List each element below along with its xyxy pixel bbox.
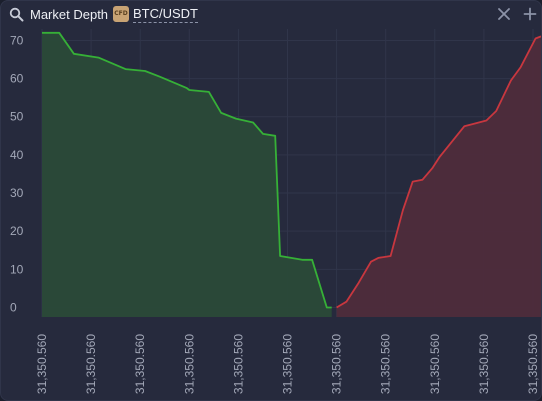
bids-area: [42, 32, 332, 318]
y-tick-label: 60: [10, 72, 24, 86]
x-tick-label: 31,350.560: [428, 334, 442, 394]
x-tick-label: 31,350.560: [526, 334, 540, 394]
chart-areas: [42, 31, 541, 318]
x-tick-label: 31,350.560: [231, 334, 245, 394]
y-tick-label: 10: [10, 262, 24, 276]
panel-header: Market Depth CFD BTC/USDT: [1, 1, 541, 29]
x-tick-label: 31,350.560: [182, 334, 196, 394]
y-tick-label: 0: [10, 300, 17, 314]
x-tick-label: 31,350.560: [133, 334, 147, 394]
asks-line: [336, 35, 541, 309]
close-icon[interactable]: [497, 7, 511, 21]
x-tick-label: 31,350.560: [477, 334, 491, 394]
x-tick-label: 31,350.560: [35, 334, 49, 394]
y-tick-label: 20: [10, 224, 24, 238]
panel-title: Market Depth: [30, 7, 109, 22]
plus-icon[interactable]: [523, 7, 537, 21]
cfd-badge: CFD: [113, 6, 129, 22]
y-tick-label: 40: [10, 148, 24, 162]
search-icon[interactable]: [9, 7, 24, 22]
x-tick-label: 31,350.560: [330, 334, 344, 394]
y-tick-label: 50: [10, 110, 24, 124]
x-tick-label: 31,350.560: [84, 334, 98, 394]
y-tick-label: 70: [10, 33, 24, 47]
asks-area: [336, 36, 541, 317]
y-tick-label: 30: [10, 186, 24, 200]
x-tick-label: 31,350.560: [379, 334, 393, 394]
symbol-selector[interactable]: BTC/USDT: [133, 6, 198, 23]
bids-line: [42, 31, 332, 309]
x-tick-label: 31,350.560: [281, 334, 295, 394]
chart-ticks: 0 10 20 30 40 50 60 70 31,350.560 31,350.560 31,35…: [10, 33, 540, 394]
